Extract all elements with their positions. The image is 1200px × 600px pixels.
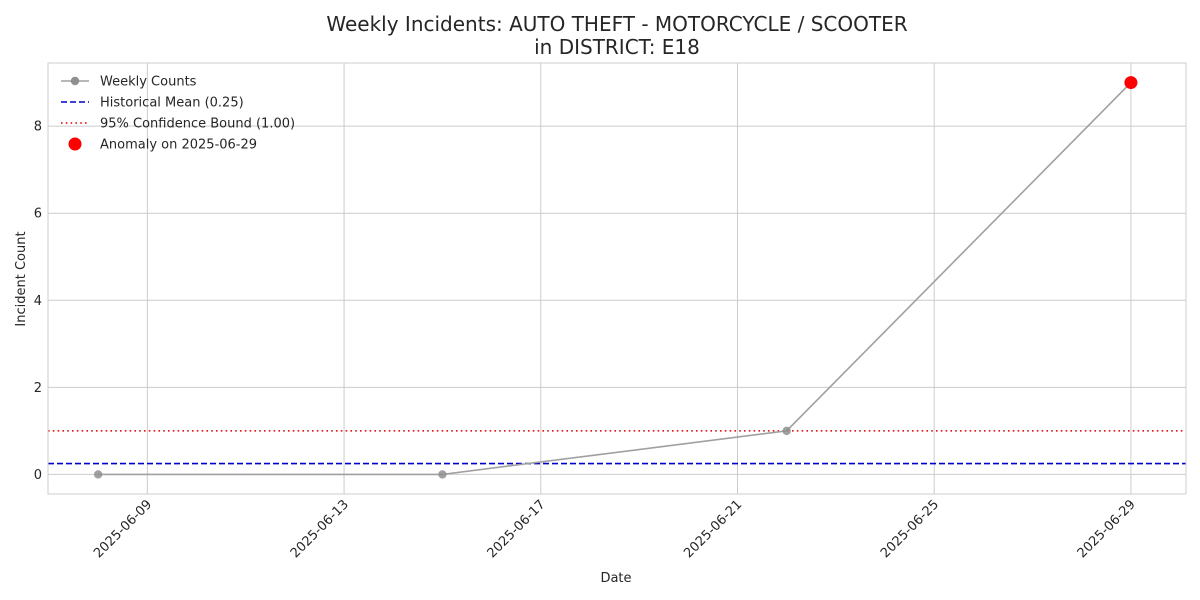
reference-lines <box>48 430 1186 465</box>
y-tick-label: 8 <box>34 120 42 135</box>
legend-swatch-marker <box>68 137 82 151</box>
x-axis-ticks: 2025-06-09 2025-06-13 2025-06-17 2025-06-21… <box>91 497 1139 561</box>
legend-label: 95% Confidence Bound (1.00) <box>100 117 295 132</box>
y-tick-label: 6 <box>34 207 42 222</box>
data-series <box>93 76 1138 479</box>
anomaly-point <box>1124 76 1138 90</box>
y-axis-ticks: 0 2 4 6 8 <box>34 120 42 483</box>
x-tick-label: 2025-06-29 <box>1075 497 1139 561</box>
x-tick-label: 2025-06-17 <box>485 497 549 561</box>
chart-title-line1: Weekly Incidents: AUTO THEFT - MOTORCYCL… <box>326 12 907 36</box>
x-tick-label: 2025-06-25 <box>878 497 942 561</box>
x-tick-label: 2025-06-13 <box>288 497 352 561</box>
x-tick-label: 2025-06-21 <box>681 497 745 561</box>
grid <box>48 63 1186 494</box>
plot-frame <box>47 62 1187 495</box>
y-tick-label: 4 <box>34 294 42 309</box>
weekly-count-point <box>93 470 103 479</box>
legend-label: Anomaly on 2025-06-29 <box>100 138 257 153</box>
y-tick-label: 2 <box>34 381 42 396</box>
x-tick-label: 2025-06-09 <box>91 497 155 561</box>
weekly-count-point <box>782 426 791 436</box>
legend-swatch-marker <box>70 76 80 86</box>
legend-label: Weekly Counts <box>100 75 197 90</box>
legend: Weekly Counts Historical Mean (0.25) 95% C… <box>61 75 295 153</box>
x-axis-label: Date <box>600 571 631 586</box>
legend-label: Historical Mean (0.25) <box>100 96 244 111</box>
weekly-count-point <box>438 470 447 479</box>
y-tick-label: 0 <box>34 468 42 483</box>
chart-title-line2: in DISTRICT: E18 <box>534 35 700 59</box>
weekly-counts-line <box>98 82 1132 476</box>
y-axis-label: Incident Count <box>14 231 29 326</box>
